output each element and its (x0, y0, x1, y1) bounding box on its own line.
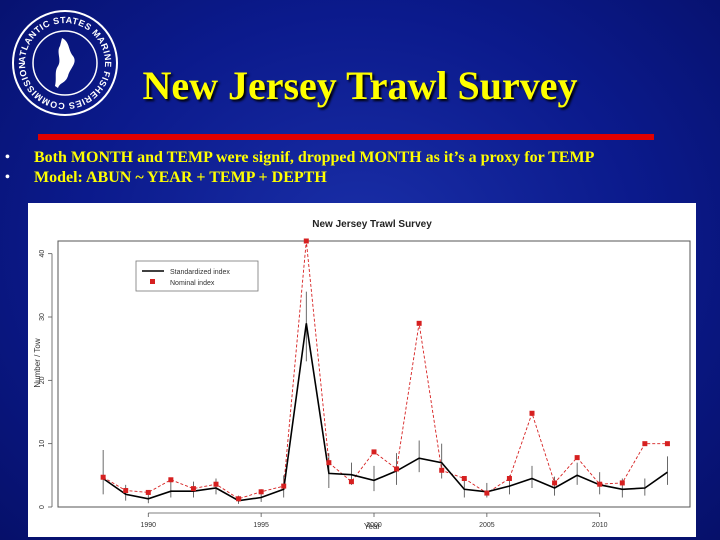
nominal-point (439, 467, 445, 473)
trawl-survey-chart: New Jersey Trawl Survey Year Number / To… (33, 219, 691, 531)
nominal-point (303, 238, 309, 244)
x-tick-label: 2000 (366, 522, 382, 529)
bullet-item: • Both MONTH and TEMP were signif, dropp… (0, 148, 720, 168)
nominal-point (145, 489, 151, 495)
bullet-list: • Both MONTH and TEMP were signif, dropp… (0, 148, 720, 188)
legend-nominal-swatch (150, 279, 155, 284)
nominal-point (461, 476, 467, 481)
slide-title: New Jersey Trawl Survey (142, 63, 578, 108)
nominal-point (529, 410, 535, 416)
y-axis-label: Number / Tow (33, 338, 42, 387)
x-tick-label: 1990 (140, 522, 156, 529)
nominal-markers (100, 238, 670, 502)
nominal-point (326, 460, 332, 466)
nominal-point (100, 474, 106, 480)
asmfc-seal-icon: ATLANTIC STATES MARINE FISHERIES COMMISS… (10, 8, 120, 118)
legend-box (135, 260, 259, 292)
nominal-point (506, 476, 512, 481)
x-tick-label: 1995 (253, 522, 269, 529)
bullet-text: Model: ABUN ~ YEAR + TEMP + DEPTH (34, 169, 327, 186)
legend-standardized-label: Standardized index (170, 269, 230, 276)
nominal-point (258, 489, 264, 495)
series-lines (102, 240, 668, 502)
bullet-item: • Model: ABUN ~ YEAR + TEMP + DEPTH (0, 168, 720, 188)
error-bars (102, 291, 668, 504)
nominal-point (484, 490, 490, 496)
nominal-point (642, 441, 648, 447)
nominal-point (416, 320, 422, 326)
y-tick-label: 0 (39, 505, 46, 509)
chart-panel: New Jersey Trawl Survey Year Number / To… (28, 203, 696, 537)
standardized-index-line (102, 323, 668, 502)
nominal-point (168, 477, 174, 483)
nominal-point (597, 481, 603, 487)
nominal-point (552, 480, 558, 486)
bullet-marker: • (5, 150, 10, 165)
nominal-point (664, 441, 670, 447)
y-tick-label: 30 (39, 313, 46, 321)
nominal-point (213, 481, 219, 487)
chart-title: New Jersey Trawl Survey (312, 219, 432, 230)
y-tick-label: 20 (39, 376, 46, 384)
nominal-point (619, 480, 625, 486)
x-tick-label: 2005 (479, 522, 495, 529)
nominal-index-line (102, 240, 668, 500)
nominal-point (348, 479, 354, 485)
nominal-point (394, 466, 400, 472)
legend: Standardized index Nominal index (135, 260, 259, 292)
title-divider (38, 134, 654, 140)
axes: 1990 1995 2000 2005 2010 0 10 20 30 40 (39, 250, 608, 529)
bullet-text: Both MONTH and TEMP were signif, dropped… (34, 149, 595, 166)
nominal-point (574, 455, 580, 461)
x-axis-label: Year (364, 522, 381, 531)
nominal-point (236, 496, 242, 502)
y-tick-label: 10 (39, 440, 46, 448)
nominal-point (281, 483, 287, 489)
y-tick-label: 40 (39, 250, 46, 258)
bullet-marker: • (5, 170, 10, 185)
nominal-point (371, 449, 377, 455)
x-tick-label: 2010 (592, 522, 608, 529)
plot-frame (57, 240, 691, 508)
nominal-point (123, 488, 129, 494)
nominal-point (190, 486, 196, 492)
legend-nominal-label: Nominal index (170, 280, 215, 287)
